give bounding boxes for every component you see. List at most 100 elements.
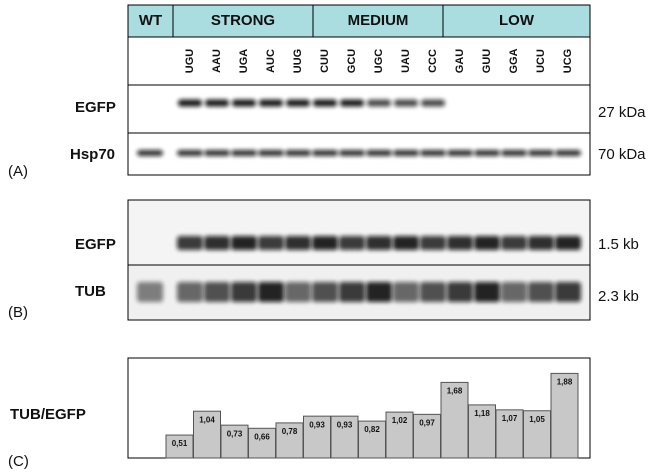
bar [303,415,331,459]
codon-label: UGA [238,49,250,74]
row-label: EGFP [75,236,116,253]
size-label: 70 kDa [598,146,646,163]
bar [330,415,359,459]
band [258,282,284,302]
codon-label: UAU [400,49,412,73]
band [393,150,419,156]
value-label: 0,82 [364,425,380,434]
row-label: TUB [75,283,106,300]
value-label: 0,93 [309,420,325,429]
value-label: 0,97 [419,418,435,427]
band [366,236,392,250]
band [474,282,500,302]
band [312,150,338,156]
band [474,150,500,156]
codon-label: GGA [508,48,520,73]
band [259,99,283,107]
row-label: Hsp70 [70,146,115,163]
band [393,236,419,250]
bar [220,424,249,459]
band [421,99,445,107]
band [258,150,284,156]
band [312,236,338,250]
codon-label: GAU [454,49,466,74]
codon-label: AUC [265,49,277,73]
bar [413,413,441,459]
band [286,99,310,107]
codon-label: UUG [292,49,304,73]
codon-label: UGU [184,49,196,74]
band [285,150,311,156]
value-label: 0,51 [172,439,188,448]
band [312,282,338,302]
band [501,282,527,302]
band [394,99,418,107]
group-label: WT [139,12,162,29]
band [555,150,581,156]
group-label: MEDIUM [348,12,409,29]
blot-b-egfp [127,199,591,266]
bar [468,404,496,459]
band [393,282,419,302]
codon-label: UGC [373,49,385,74]
bar [248,427,276,459]
band [204,282,230,302]
band [231,236,257,250]
value-label: 1,04 [199,415,215,424]
band [232,99,256,107]
bar [440,381,469,459]
band [420,236,446,250]
band [366,282,392,302]
bar [495,409,524,459]
band [258,236,284,250]
band [177,150,203,156]
panel-label: (C) [8,453,29,470]
band [528,150,554,156]
band [340,99,364,107]
band [366,150,392,156]
band [501,150,527,156]
band [339,150,365,156]
band [285,282,311,302]
codon-label: CCC [427,49,439,73]
panel-label: (B) [8,304,28,321]
y-label: TUB/EGFP [10,406,86,423]
band [420,150,446,156]
value-label: 0,66 [254,432,270,441]
group-cell [312,4,444,38]
group-cell [172,4,314,38]
group-cell [442,4,591,38]
band [177,282,203,302]
size-label: 2.3 kb [598,288,639,305]
value-label: 0,93 [337,420,353,429]
band [447,282,473,302]
codon-label: UCG [562,49,574,73]
band [205,99,229,107]
value-label: 1,07 [502,414,518,423]
band [231,282,257,302]
band [137,150,163,156]
bar [193,410,221,459]
band [555,282,581,302]
size-label: 1.5 kb [598,236,639,253]
band [447,236,473,250]
bar [550,372,579,459]
band [528,236,554,250]
panel-label: (A) [8,163,28,180]
group-label: STRONG [211,12,275,29]
band [447,150,473,156]
bar [358,420,386,459]
band [137,282,163,302]
band [528,282,554,302]
codon-label: CUU [319,49,331,73]
size-label: 27 kDa [598,104,646,121]
value-label: 0,73 [227,429,243,438]
value-label: 1,02 [392,416,408,425]
band [231,150,257,156]
band [339,236,365,250]
blot-a-egfp [127,84,591,134]
band [339,282,365,302]
band [285,236,311,250]
codon-label: UCU [535,49,547,73]
value-label: 1,05 [529,415,545,424]
